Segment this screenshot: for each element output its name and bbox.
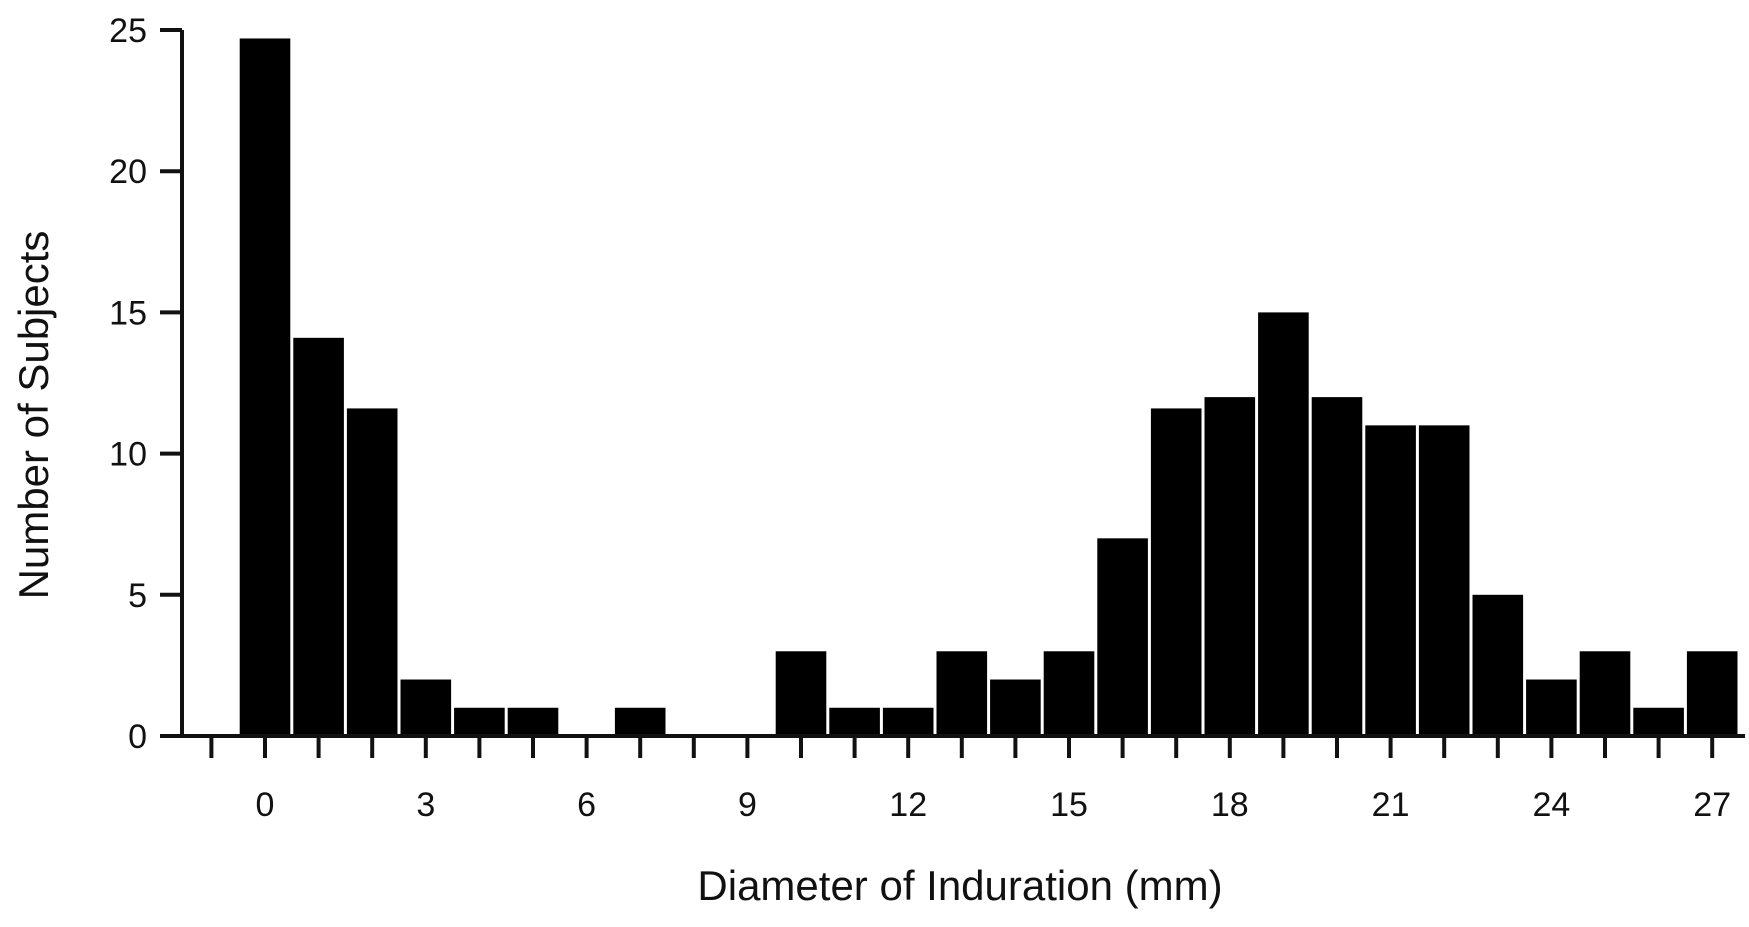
x-tick-label: 3 bbox=[416, 786, 435, 824]
bar-18mm bbox=[1204, 397, 1256, 736]
y-tick-label: 10 bbox=[109, 436, 147, 474]
x-tick-label: 6 bbox=[577, 786, 596, 824]
y-tick-label: 15 bbox=[109, 294, 147, 332]
bar-27mm bbox=[1686, 651, 1738, 736]
bar-3mm bbox=[400, 679, 452, 736]
bars-group bbox=[239, 38, 1738, 737]
bar-16mm bbox=[1097, 538, 1148, 736]
bar-17mm bbox=[1150, 408, 1202, 736]
x-tick-label: 15 bbox=[1050, 786, 1088, 824]
bar-19mm bbox=[1258, 312, 1309, 736]
y-axis-title: Number of Subjects bbox=[10, 231, 57, 600]
x-ticks-group: 0 3 6 9 12 15 18 21 24 27 bbox=[209, 736, 1731, 824]
bar-25mm bbox=[1579, 651, 1631, 736]
bar-12mm bbox=[882, 707, 934, 736]
x-tick-label: 18 bbox=[1211, 786, 1249, 824]
bar-5mm bbox=[507, 707, 559, 736]
bar-13mm bbox=[936, 651, 988, 736]
y-tick-label: 0 bbox=[128, 718, 147, 756]
bar-24mm bbox=[1526, 679, 1577, 736]
x-tick-label: 27 bbox=[1693, 786, 1731, 824]
bar-26mm bbox=[1633, 707, 1684, 736]
y-tick-label: 5 bbox=[128, 577, 147, 615]
x-tick-label: 24 bbox=[1532, 786, 1570, 824]
bar-2mm bbox=[346, 408, 398, 736]
y-tick-label: 25 bbox=[109, 12, 147, 50]
x-tick-label: 9 bbox=[738, 786, 757, 824]
bar-21mm bbox=[1365, 425, 1416, 736]
x-tick-label: 12 bbox=[889, 786, 927, 824]
y-ticks-group: 0 5 10 15 20 25 bbox=[109, 12, 182, 756]
bar-23mm bbox=[1472, 594, 1524, 736]
bar-0mm bbox=[239, 38, 291, 737]
bar-4mm bbox=[454, 707, 505, 736]
x-tick-label: 0 bbox=[256, 786, 275, 824]
bar-11mm bbox=[829, 707, 880, 736]
bar-15mm bbox=[1043, 651, 1095, 736]
bar-22mm bbox=[1418, 425, 1470, 736]
bar-7mm bbox=[614, 707, 666, 736]
bar-10mm bbox=[775, 651, 827, 736]
bar-14mm bbox=[990, 679, 1041, 736]
y-tick-label: 20 bbox=[109, 153, 147, 191]
bar-1mm bbox=[293, 337, 344, 736]
x-tick-label: 21 bbox=[1372, 786, 1410, 824]
x-axis-title: Diameter of Induration (mm) bbox=[697, 862, 1222, 909]
bar-20mm bbox=[1311, 397, 1363, 736]
